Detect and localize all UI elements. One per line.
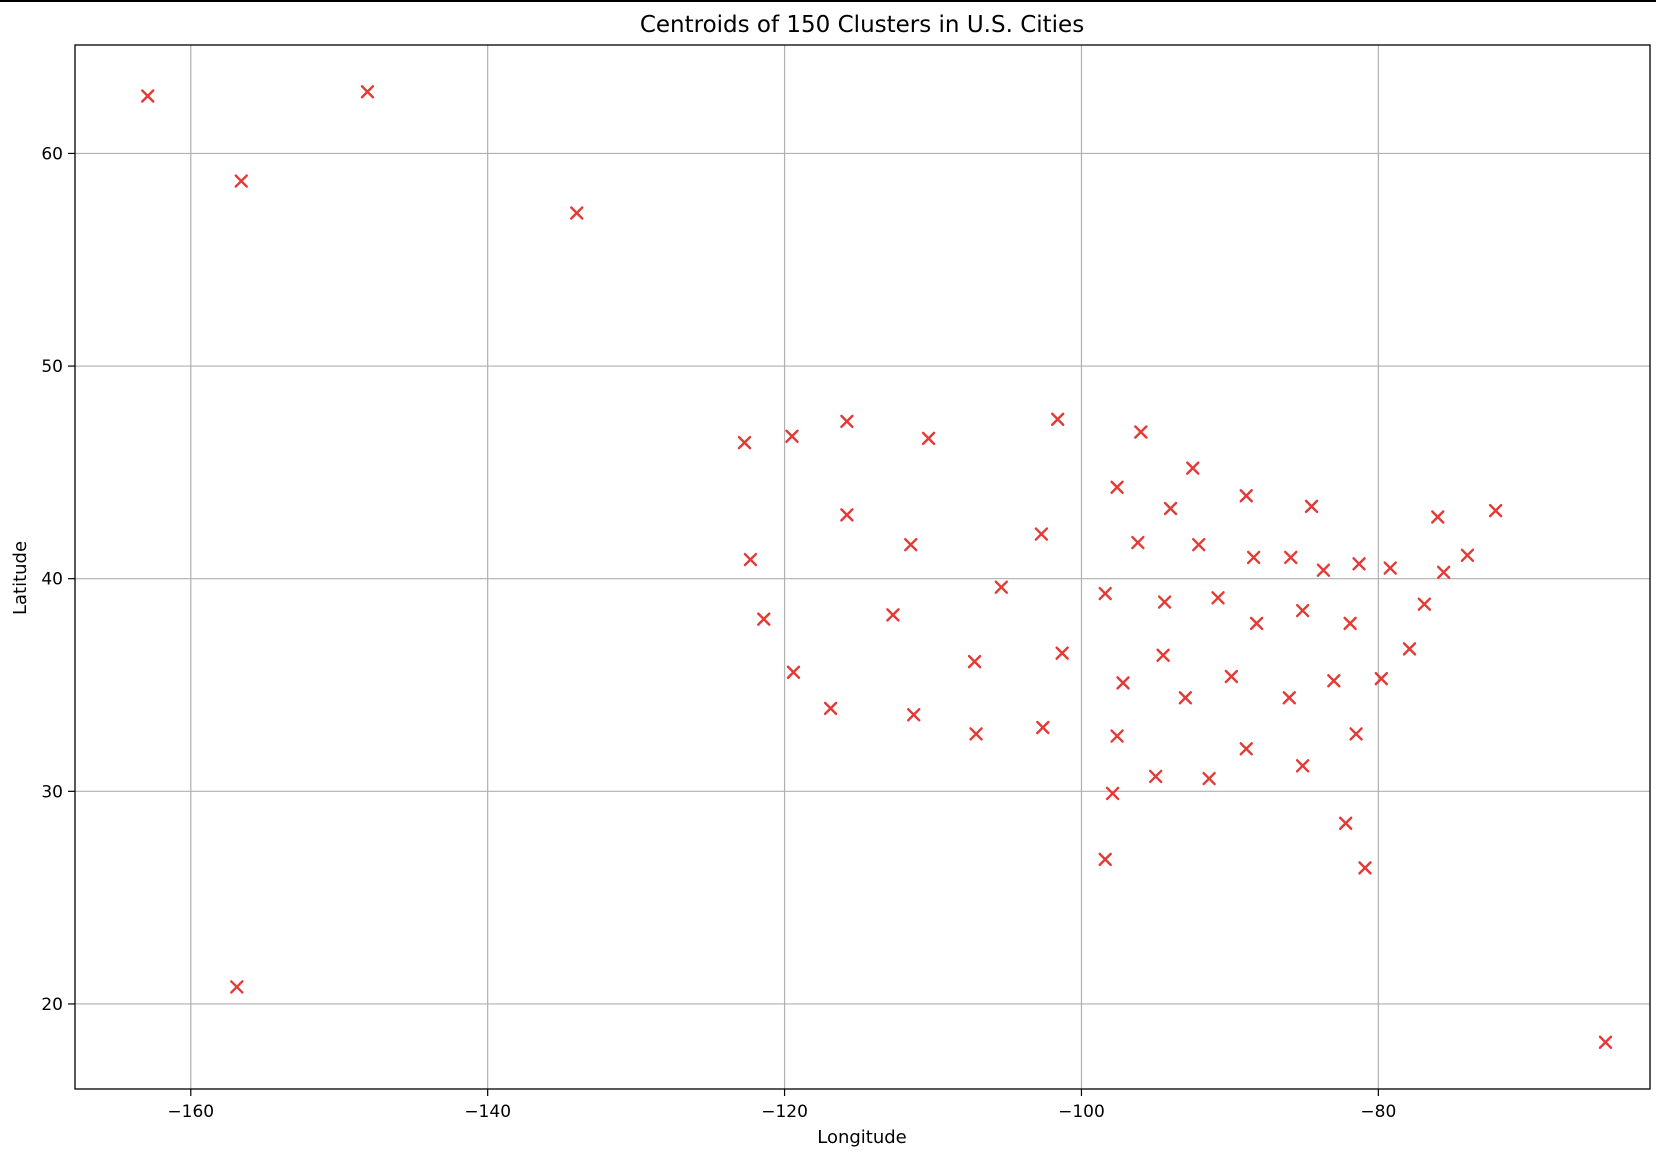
top-border — [0, 0, 1656, 2]
data-point-marker — [1358, 861, 1372, 875]
y-tick-label: 40 — [41, 570, 63, 590]
data-point-marker — [737, 435, 752, 450]
plot-area-frame — [74, 44, 1651, 1090]
y-axis-label: Latitude — [10, 541, 31, 615]
data-point-marker — [1343, 616, 1357, 631]
data-point-marker — [1246, 550, 1261, 565]
data-point-marker — [1148, 769, 1163, 784]
data-points — [141, 85, 1613, 1049]
data-point-marker — [1295, 759, 1310, 773]
grid-lines — [75, 45, 1650, 1089]
data-point-marker — [994, 580, 1008, 594]
data-point-marker — [1304, 499, 1319, 514]
data-point-marker — [1134, 425, 1148, 439]
data-point-marker — [1211, 591, 1225, 605]
y-tick-label: 30 — [41, 782, 63, 802]
data-point-marker — [1327, 674, 1341, 688]
data-point-marker — [1282, 691, 1296, 705]
data-point-marker — [1034, 527, 1049, 541]
y-tick-label: 50 — [41, 357, 63, 377]
data-point-marker — [230, 980, 244, 994]
data-point-marker — [141, 89, 155, 103]
data-point-marker — [1156, 648, 1170, 662]
data-point-marker — [1098, 586, 1112, 601]
data-point-marker — [1224, 669, 1239, 684]
data-point-marker — [1417, 597, 1432, 611]
data-point-marker — [1192, 537, 1206, 552]
x-tick-label: −100 — [1058, 1102, 1105, 1122]
data-point-marker — [904, 537, 918, 552]
y-tick-label: 20 — [41, 995, 63, 1015]
data-point-marker — [1110, 480, 1124, 494]
chart-title: Centroids of 150 Clusters in U.S. Cities — [640, 12, 1084, 38]
data-point-marker — [1284, 550, 1298, 565]
data-point-marker — [1239, 489, 1253, 503]
data-point-marker — [1105, 786, 1120, 801]
data-point-marker — [1249, 616, 1264, 631]
data-point-marker — [1116, 676, 1130, 690]
data-point-marker — [1316, 563, 1331, 577]
data-point-marker — [823, 701, 838, 716]
data-point-marker — [1178, 691, 1193, 705]
data-point-marker — [840, 508, 854, 522]
data-point-marker — [886, 608, 900, 622]
data-point-marker — [570, 206, 584, 220]
data-point-marker — [785, 429, 799, 443]
data-point-marker — [234, 174, 248, 188]
data-point-marker — [1402, 642, 1417, 656]
x-axis-label: Longitude — [817, 1127, 907, 1148]
data-point-marker — [1131, 535, 1145, 550]
data-point-marker — [1436, 565, 1451, 580]
data-point-marker — [1488, 503, 1503, 518]
data-point-marker — [840, 414, 854, 429]
x-tick-label: −120 — [761, 1102, 808, 1122]
data-point-marker — [743, 552, 758, 567]
axis-ticks: −160 −140 −120 −100 −80 20 30 40 50 60 — [41, 144, 1396, 1122]
data-point-marker — [1110, 729, 1124, 743]
data-point-marker — [1598, 1035, 1613, 1049]
data-point-marker — [1051, 412, 1065, 426]
y-tick-label: 60 — [41, 144, 63, 164]
data-point-marker — [967, 654, 982, 669]
data-point-marker — [1163, 501, 1178, 516]
data-point-marker — [1460, 548, 1475, 563]
data-point-marker — [1055, 646, 1069, 660]
data-point-marker — [1036, 720, 1050, 735]
data-point-marker — [1383, 561, 1397, 575]
data-point-marker — [1295, 603, 1310, 618]
data-point-marker — [1349, 727, 1363, 741]
data-point-marker — [1431, 510, 1445, 524]
x-tick-label: −160 — [167, 1102, 214, 1122]
data-point-marker — [786, 665, 801, 679]
data-point-marker — [1202, 771, 1216, 786]
data-point-marker — [969, 727, 983, 741]
data-point-marker — [1186, 461, 1200, 475]
data-point-marker — [1352, 557, 1366, 571]
data-point-marker — [1374, 671, 1389, 686]
data-point-marker — [1338, 816, 1353, 830]
data-point-marker — [1098, 852, 1112, 867]
data-point-marker — [1239, 742, 1253, 756]
data-point-marker — [360, 85, 375, 99]
x-tick-label: −140 — [464, 1102, 511, 1122]
data-point-marker — [757, 612, 771, 626]
data-point-marker — [1157, 595, 1172, 609]
data-point-marker — [921, 431, 936, 446]
x-tick-label: −80 — [1360, 1102, 1396, 1122]
data-point-marker — [907, 708, 921, 722]
